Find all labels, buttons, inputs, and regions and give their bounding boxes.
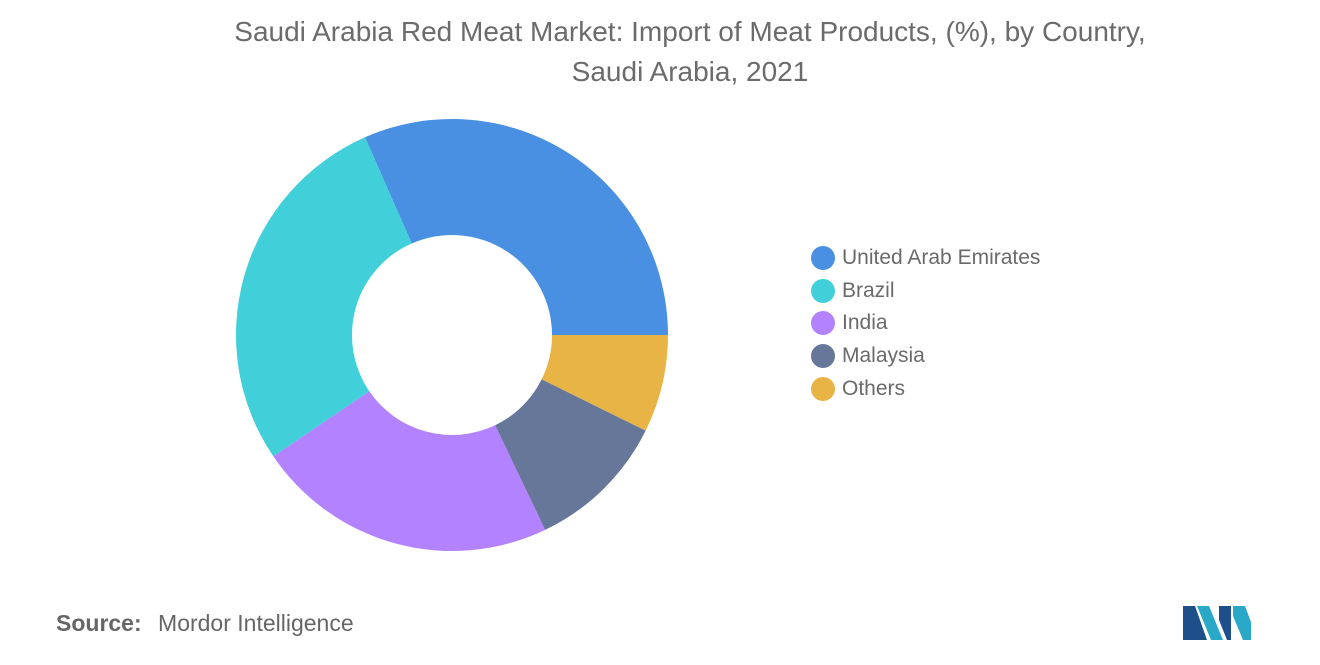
source-note: Source: Mordor Intelligence xyxy=(56,610,354,637)
donut-slice-united-arab-emirates xyxy=(364,118,668,335)
legend-label-united-arab-emirates: United Arab Emirates xyxy=(842,246,1041,270)
legend-item-malaysia: Malaysia xyxy=(811,340,1111,373)
legend-label-india: India xyxy=(842,311,888,335)
legend-item-united-arab-emirates: United Arab Emirates xyxy=(811,242,1111,275)
logo-shape-left xyxy=(1183,606,1207,640)
legend-label-malaysia: Malaysia xyxy=(842,344,925,368)
legend-swatch-malaysia xyxy=(811,344,835,369)
chart-legend: United Arab Emirates Brazil India Malays… xyxy=(811,242,1111,405)
legend-label-brazil: Brazil xyxy=(842,278,895,302)
donut-slice-brazil xyxy=(235,137,412,457)
legend-item-others: Others xyxy=(811,372,1111,405)
chart-title: Saudi Arabia Red Meat Market: Import of … xyxy=(0,12,1320,92)
legend-swatch-india xyxy=(811,311,835,336)
legend-item-india: India xyxy=(811,307,1111,340)
source-label: Source: xyxy=(56,610,142,636)
donut-slice-others xyxy=(541,335,668,431)
legend-label-others: Others xyxy=(842,376,906,400)
legend-swatch-brazil xyxy=(811,278,835,303)
legend-swatch-united-arab-emirates xyxy=(811,246,835,271)
donut-slice-india xyxy=(273,391,546,551)
donut-slice-malaysia xyxy=(495,379,646,530)
mordor-intelligence-logo-icon xyxy=(1183,606,1251,640)
legend-swatch-others xyxy=(811,376,835,401)
legend-item-brazil: Brazil xyxy=(811,275,1111,308)
logo-shape-right-b xyxy=(1233,606,1251,640)
chart-title-line-2: Saudi Arabia, 2021 xyxy=(571,56,809,87)
logo-shape-right-a xyxy=(1219,606,1231,640)
chart-title-line-1: Saudi Arabia Red Meat Market: Import of … xyxy=(234,16,1146,47)
logo-shape-mid xyxy=(1197,606,1223,640)
source-value: Mordor Intelligence xyxy=(158,610,354,636)
